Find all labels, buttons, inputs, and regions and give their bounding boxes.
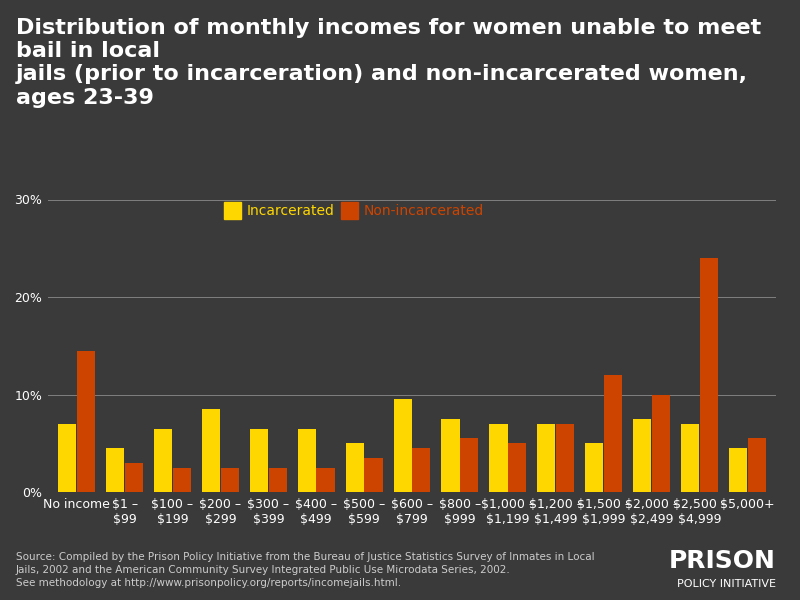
Bar (729, 448, 747, 492)
Bar (58, 424, 77, 492)
Bar (652, 395, 670, 492)
Text: PRISON: PRISON (669, 549, 776, 573)
Bar (202, 409, 220, 492)
Bar (556, 424, 574, 492)
Bar (77, 350, 95, 492)
Bar (298, 428, 316, 492)
Bar (221, 467, 239, 492)
Bar (394, 400, 412, 492)
Bar (633, 419, 651, 492)
Bar (250, 428, 268, 492)
Bar (442, 419, 460, 492)
Bar (269, 467, 286, 492)
Bar (700, 258, 718, 492)
Text: Source: Compiled by the Prison Policy Initiative from the Bureau of Justice Stat: Source: Compiled by the Prison Policy In… (16, 551, 594, 588)
Legend: Incarcerated, Non-incarcerated: Incarcerated, Non-incarcerated (218, 196, 489, 224)
Text: POLICY INITIATIVE: POLICY INITIATIVE (677, 579, 776, 589)
Text: Distribution of monthly incomes for women unable to meet bail in local
jails (pr: Distribution of monthly incomes for wome… (16, 18, 762, 107)
Bar (681, 424, 699, 492)
Bar (106, 448, 124, 492)
Bar (747, 439, 766, 492)
Bar (125, 463, 143, 492)
Bar (317, 467, 334, 492)
Bar (490, 424, 507, 492)
Bar (460, 439, 478, 492)
Bar (604, 375, 622, 492)
Bar (364, 458, 382, 492)
Bar (585, 443, 603, 492)
Bar (412, 448, 430, 492)
Bar (346, 443, 364, 492)
Bar (154, 428, 172, 492)
Bar (538, 424, 555, 492)
Bar (508, 443, 526, 492)
Bar (173, 467, 191, 492)
